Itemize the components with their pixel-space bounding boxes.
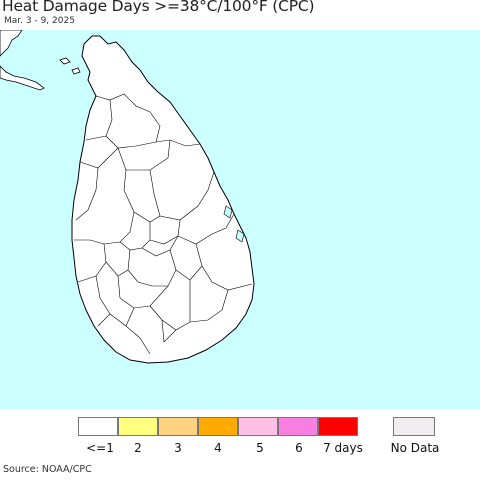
legend: <=1 2 3 4 5 6 7 days No Data [78, 417, 478, 462]
legend-label-no-data: No Data [390, 441, 440, 455]
lagoon [235, 229, 245, 243]
legend-swatch-4 [198, 417, 238, 436]
lagoon [223, 205, 233, 219]
island [59, 57, 71, 65]
legend-swatch-no-data [393, 417, 435, 436]
legend-label-2: 2 [134, 441, 142, 455]
district-boundaries [74, 93, 253, 355]
legend-label-1: <=1 [86, 441, 114, 455]
legend-swatch-6 [278, 417, 318, 436]
legend-swatch-7 [318, 417, 358, 436]
legend-swatch-3 [158, 417, 198, 436]
india-coast-2 [0, 65, 45, 91]
legend-swatch-5 [238, 417, 278, 436]
legend-label-6: 6 [295, 441, 303, 455]
legend-label-4: 4 [214, 441, 222, 455]
legend-label-5: 5 [256, 441, 264, 455]
legend-label-7: 7 days [323, 441, 363, 455]
legend-swatch-2 [118, 417, 158, 436]
sri-lanka-map [0, 30, 480, 409]
legend-swatch-1 [78, 417, 118, 436]
date-range: Mar. 3 - 9, 2025 [4, 16, 75, 26]
source-credit: Source: NOAA/CPC [3, 464, 92, 475]
island [71, 67, 81, 75]
legend-label-3: 3 [174, 441, 182, 455]
island-outline [71, 35, 255, 364]
india-coast [0, 30, 23, 57]
map-title: Heat Damage Days >=38°C/100°F (CPC) [2, 0, 315, 15]
